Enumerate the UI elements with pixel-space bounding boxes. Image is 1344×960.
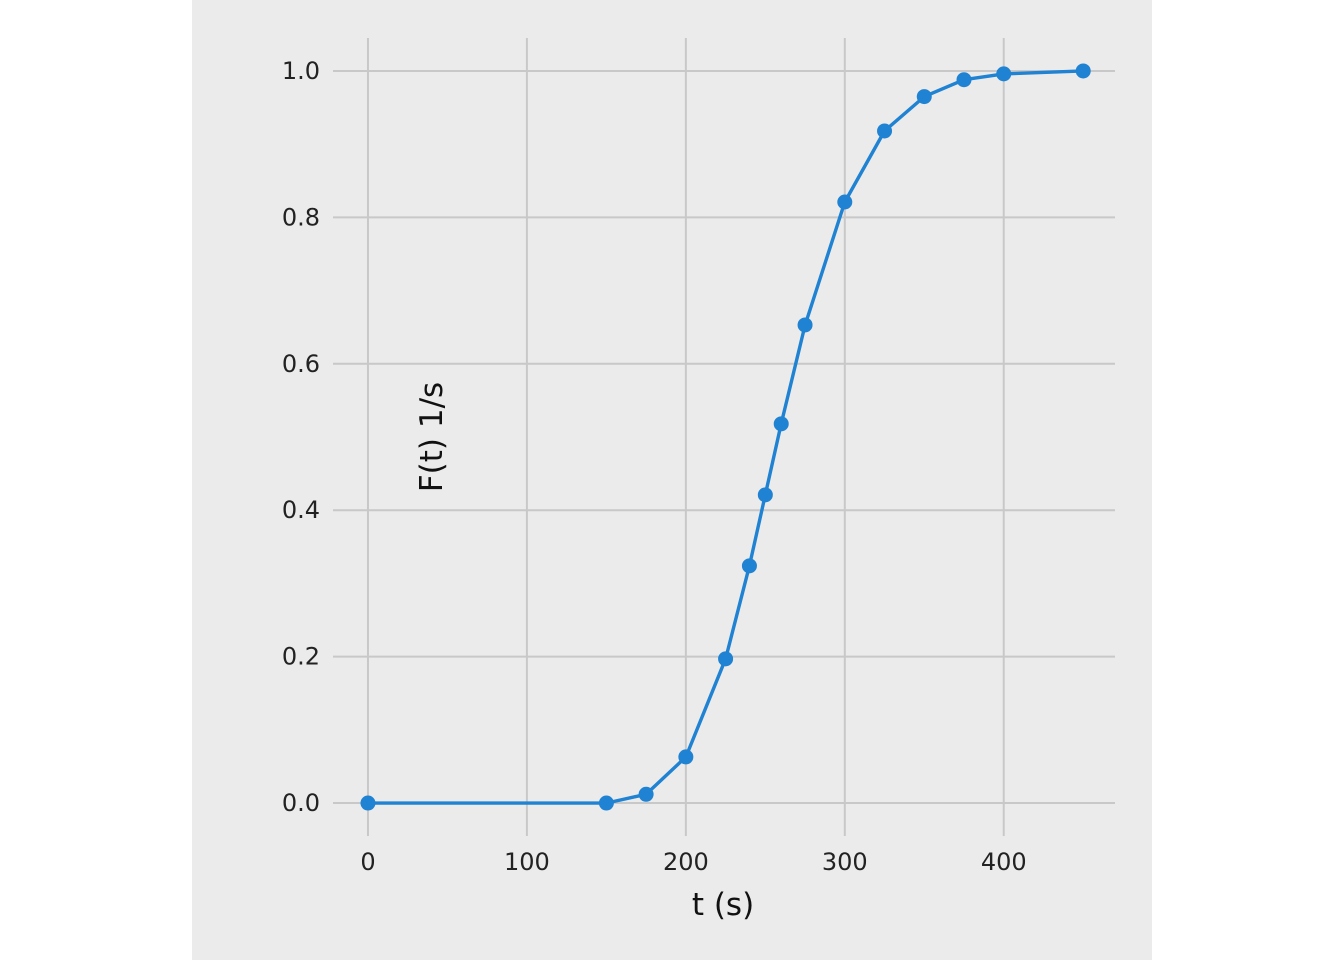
data-point [741, 558, 757, 574]
y-tick-label: 0.0 [282, 789, 320, 817]
data-point [773, 416, 789, 432]
y-tick-label: 0.2 [282, 643, 320, 671]
y-tick-label: 0.6 [282, 350, 320, 378]
data-point [360, 795, 376, 811]
data-point [956, 72, 972, 88]
figure: 0 100 200 300 400 0.0 0.2 0.4 0.6 0.8 1.0 t (s) F(… [192, 0, 1152, 960]
tick-labels: 0 100 200 300 400 0.0 0.2 0.4 0.6 0.8 1.0 [282, 57, 1027, 876]
data-point [996, 66, 1012, 82]
y-tick-label: 0.8 [282, 203, 320, 231]
y-axis-label: F(t) 1/s [414, 382, 450, 492]
x-tick-label: 400 [981, 848, 1027, 876]
data-point [757, 487, 773, 503]
data-point [916, 89, 932, 105]
data-point [877, 123, 893, 139]
x-tick-label: 100 [504, 848, 550, 876]
grid [333, 38, 1115, 836]
data-point [598, 795, 614, 811]
data-point [837, 194, 853, 210]
y-tick-label: 0.4 [282, 496, 320, 524]
x-axis-label: t (s) [692, 887, 754, 923]
y-tick-label: 1.0 [282, 57, 320, 85]
data-point [718, 651, 734, 667]
series-layer [360, 63, 1091, 811]
data-point [678, 749, 694, 765]
series-line [366, 69, 1085, 805]
x-tick-label: 0 [360, 848, 375, 876]
line-chart: 0 100 200 300 400 0.0 0.2 0.4 0.6 0.8 1.0 t (s) F(… [282, 38, 1115, 923]
x-tick-label: 300 [822, 848, 868, 876]
data-point [797, 317, 813, 333]
x-tick-label: 200 [663, 848, 709, 876]
data-point [1075, 63, 1091, 79]
data-point [638, 786, 654, 802]
